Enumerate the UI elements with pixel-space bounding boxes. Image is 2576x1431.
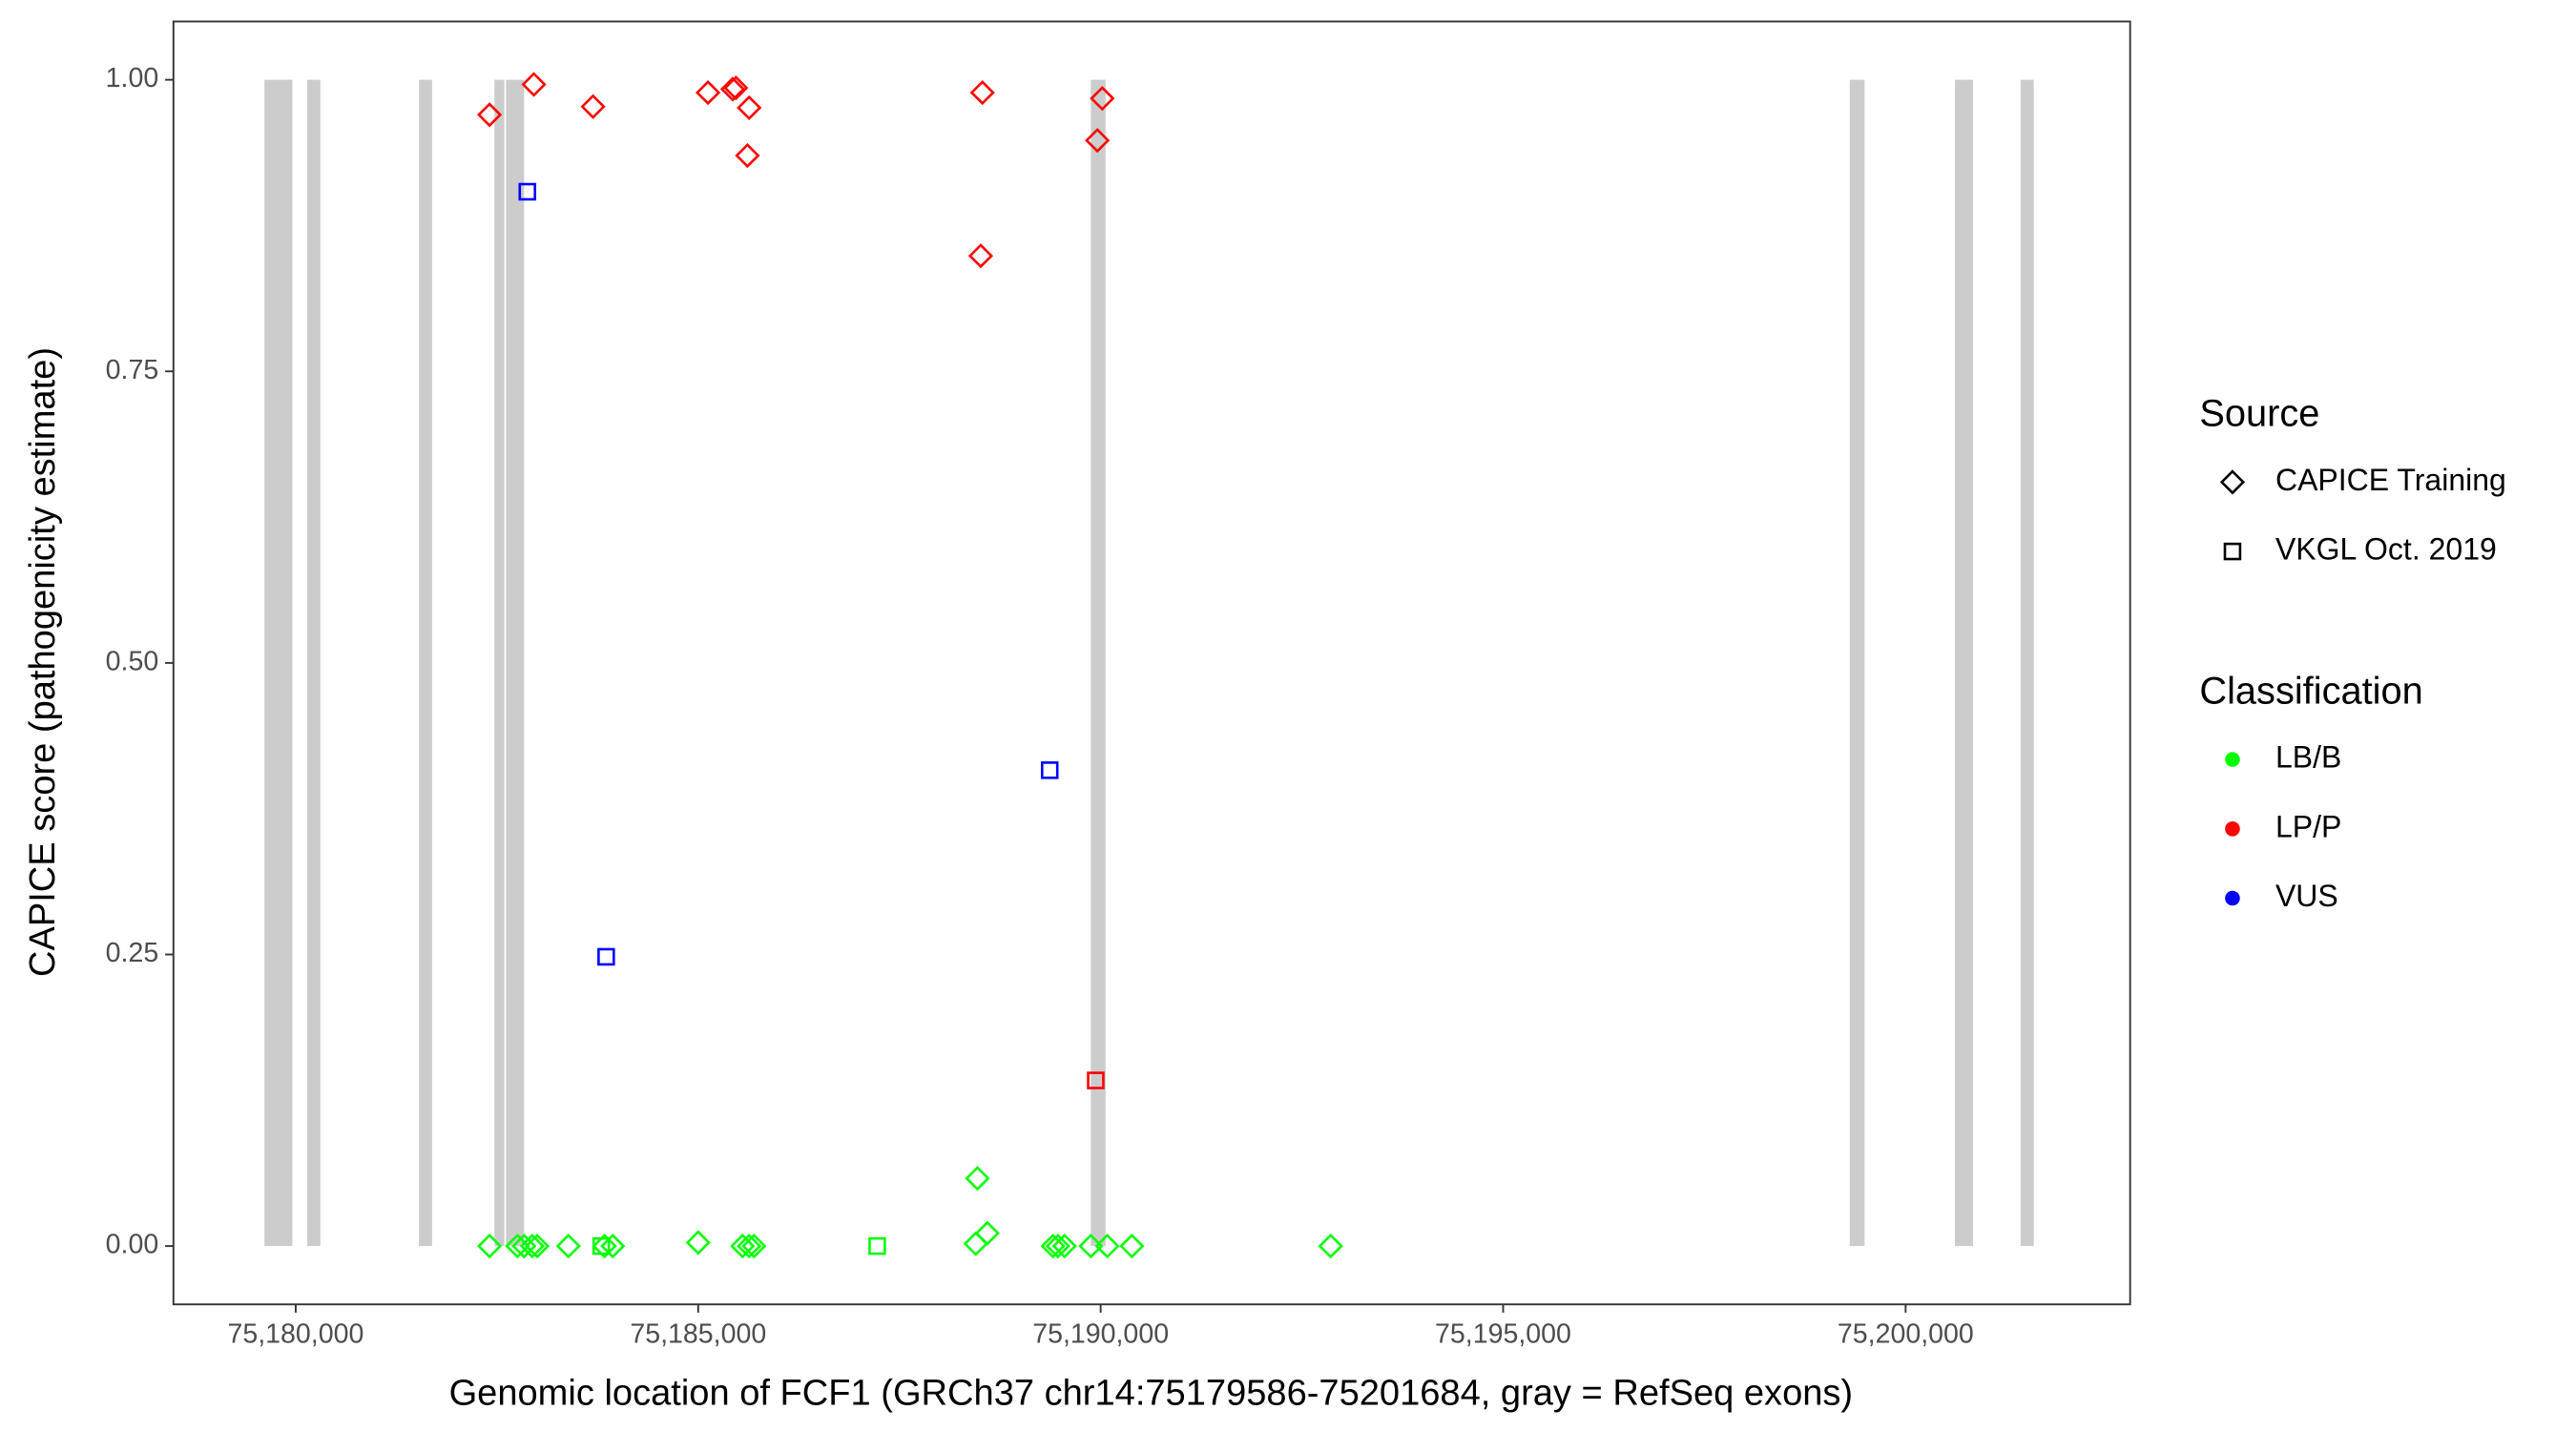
y-tick-label: 0.25 bbox=[106, 938, 159, 968]
y-tick-label: 0.00 bbox=[106, 1230, 159, 1260]
legend-symbol bbox=[2219, 469, 2246, 495]
point bbox=[519, 1234, 545, 1259]
point bbox=[1040, 1234, 1066, 1259]
y-tick-label: 1.00 bbox=[106, 63, 159, 93]
point bbox=[965, 1166, 990, 1192]
legend-symbol bbox=[2225, 752, 2240, 767]
x-tick-label: 75,195,000 bbox=[1435, 1319, 1571, 1350]
legend-symbol bbox=[2225, 890, 2240, 906]
y-tick-label: 0.50 bbox=[106, 646, 159, 676]
legend-symbol bbox=[2223, 542, 2242, 561]
point bbox=[1051, 1234, 1077, 1259]
point bbox=[592, 1234, 617, 1259]
point bbox=[737, 1234, 762, 1259]
exon bbox=[306, 79, 321, 1247]
exon bbox=[506, 79, 525, 1247]
point bbox=[1090, 86, 1115, 112]
point bbox=[723, 75, 749, 101]
point bbox=[1040, 761, 1059, 779]
point bbox=[730, 1234, 756, 1259]
exon bbox=[1091, 79, 1106, 1247]
point bbox=[477, 102, 503, 128]
point bbox=[719, 76, 746, 102]
exon bbox=[1954, 79, 1973, 1247]
point bbox=[1045, 1234, 1070, 1259]
point bbox=[969, 79, 995, 106]
x-axis-title: Genomic location of FCF1 (GRCh37 chr14:7… bbox=[449, 1374, 1854, 1414]
point bbox=[967, 243, 994, 269]
legend-label: LP/P bbox=[2275, 809, 2341, 843]
point bbox=[741, 1234, 767, 1259]
y-axis-title: CAPICE score (pathogenicity estimate) bbox=[23, 347, 63, 977]
legend-title: Classification bbox=[2199, 670, 2422, 712]
x-tick-label: 75,190,000 bbox=[1032, 1319, 1169, 1350]
point bbox=[737, 94, 762, 121]
x-tick-label: 75,185,000 bbox=[630, 1319, 766, 1350]
point bbox=[695, 79, 721, 106]
point bbox=[477, 1234, 503, 1259]
x-tick-label: 75,180,000 bbox=[227, 1319, 364, 1350]
exon bbox=[1849, 79, 1865, 1247]
exon bbox=[494, 79, 505, 1247]
x-tick-label: 75,200,000 bbox=[1838, 1319, 1974, 1350]
point bbox=[555, 1234, 581, 1259]
point bbox=[868, 1236, 886, 1255]
point bbox=[1119, 1234, 1145, 1259]
point bbox=[597, 947, 615, 966]
legend-symbol bbox=[2225, 821, 2240, 837]
point bbox=[1078, 1234, 1104, 1259]
point bbox=[1087, 1071, 1105, 1089]
legend-label: CAPICE Training bbox=[2275, 463, 2506, 497]
point bbox=[1318, 1234, 1343, 1259]
y-tick-label: 0.75 bbox=[106, 355, 159, 385]
legend-label: LB/B bbox=[2275, 740, 2341, 775]
legend-label: VUS bbox=[2275, 879, 2338, 913]
point bbox=[580, 93, 606, 119]
exon bbox=[2020, 79, 2034, 1247]
point bbox=[974, 1220, 1000, 1246]
point bbox=[1085, 128, 1111, 154]
point bbox=[518, 182, 537, 201]
point bbox=[735, 143, 760, 169]
point bbox=[524, 1234, 551, 1259]
legend-title: Source bbox=[2199, 393, 2319, 435]
point bbox=[685, 1230, 711, 1255]
legend-label: VKGL Oct. 2019 bbox=[2275, 532, 2497, 567]
exon bbox=[264, 79, 293, 1247]
point bbox=[521, 72, 547, 97]
point bbox=[1094, 1234, 1120, 1259]
exon bbox=[419, 79, 432, 1247]
point bbox=[600, 1234, 626, 1259]
plot-border bbox=[172, 20, 2131, 1306]
